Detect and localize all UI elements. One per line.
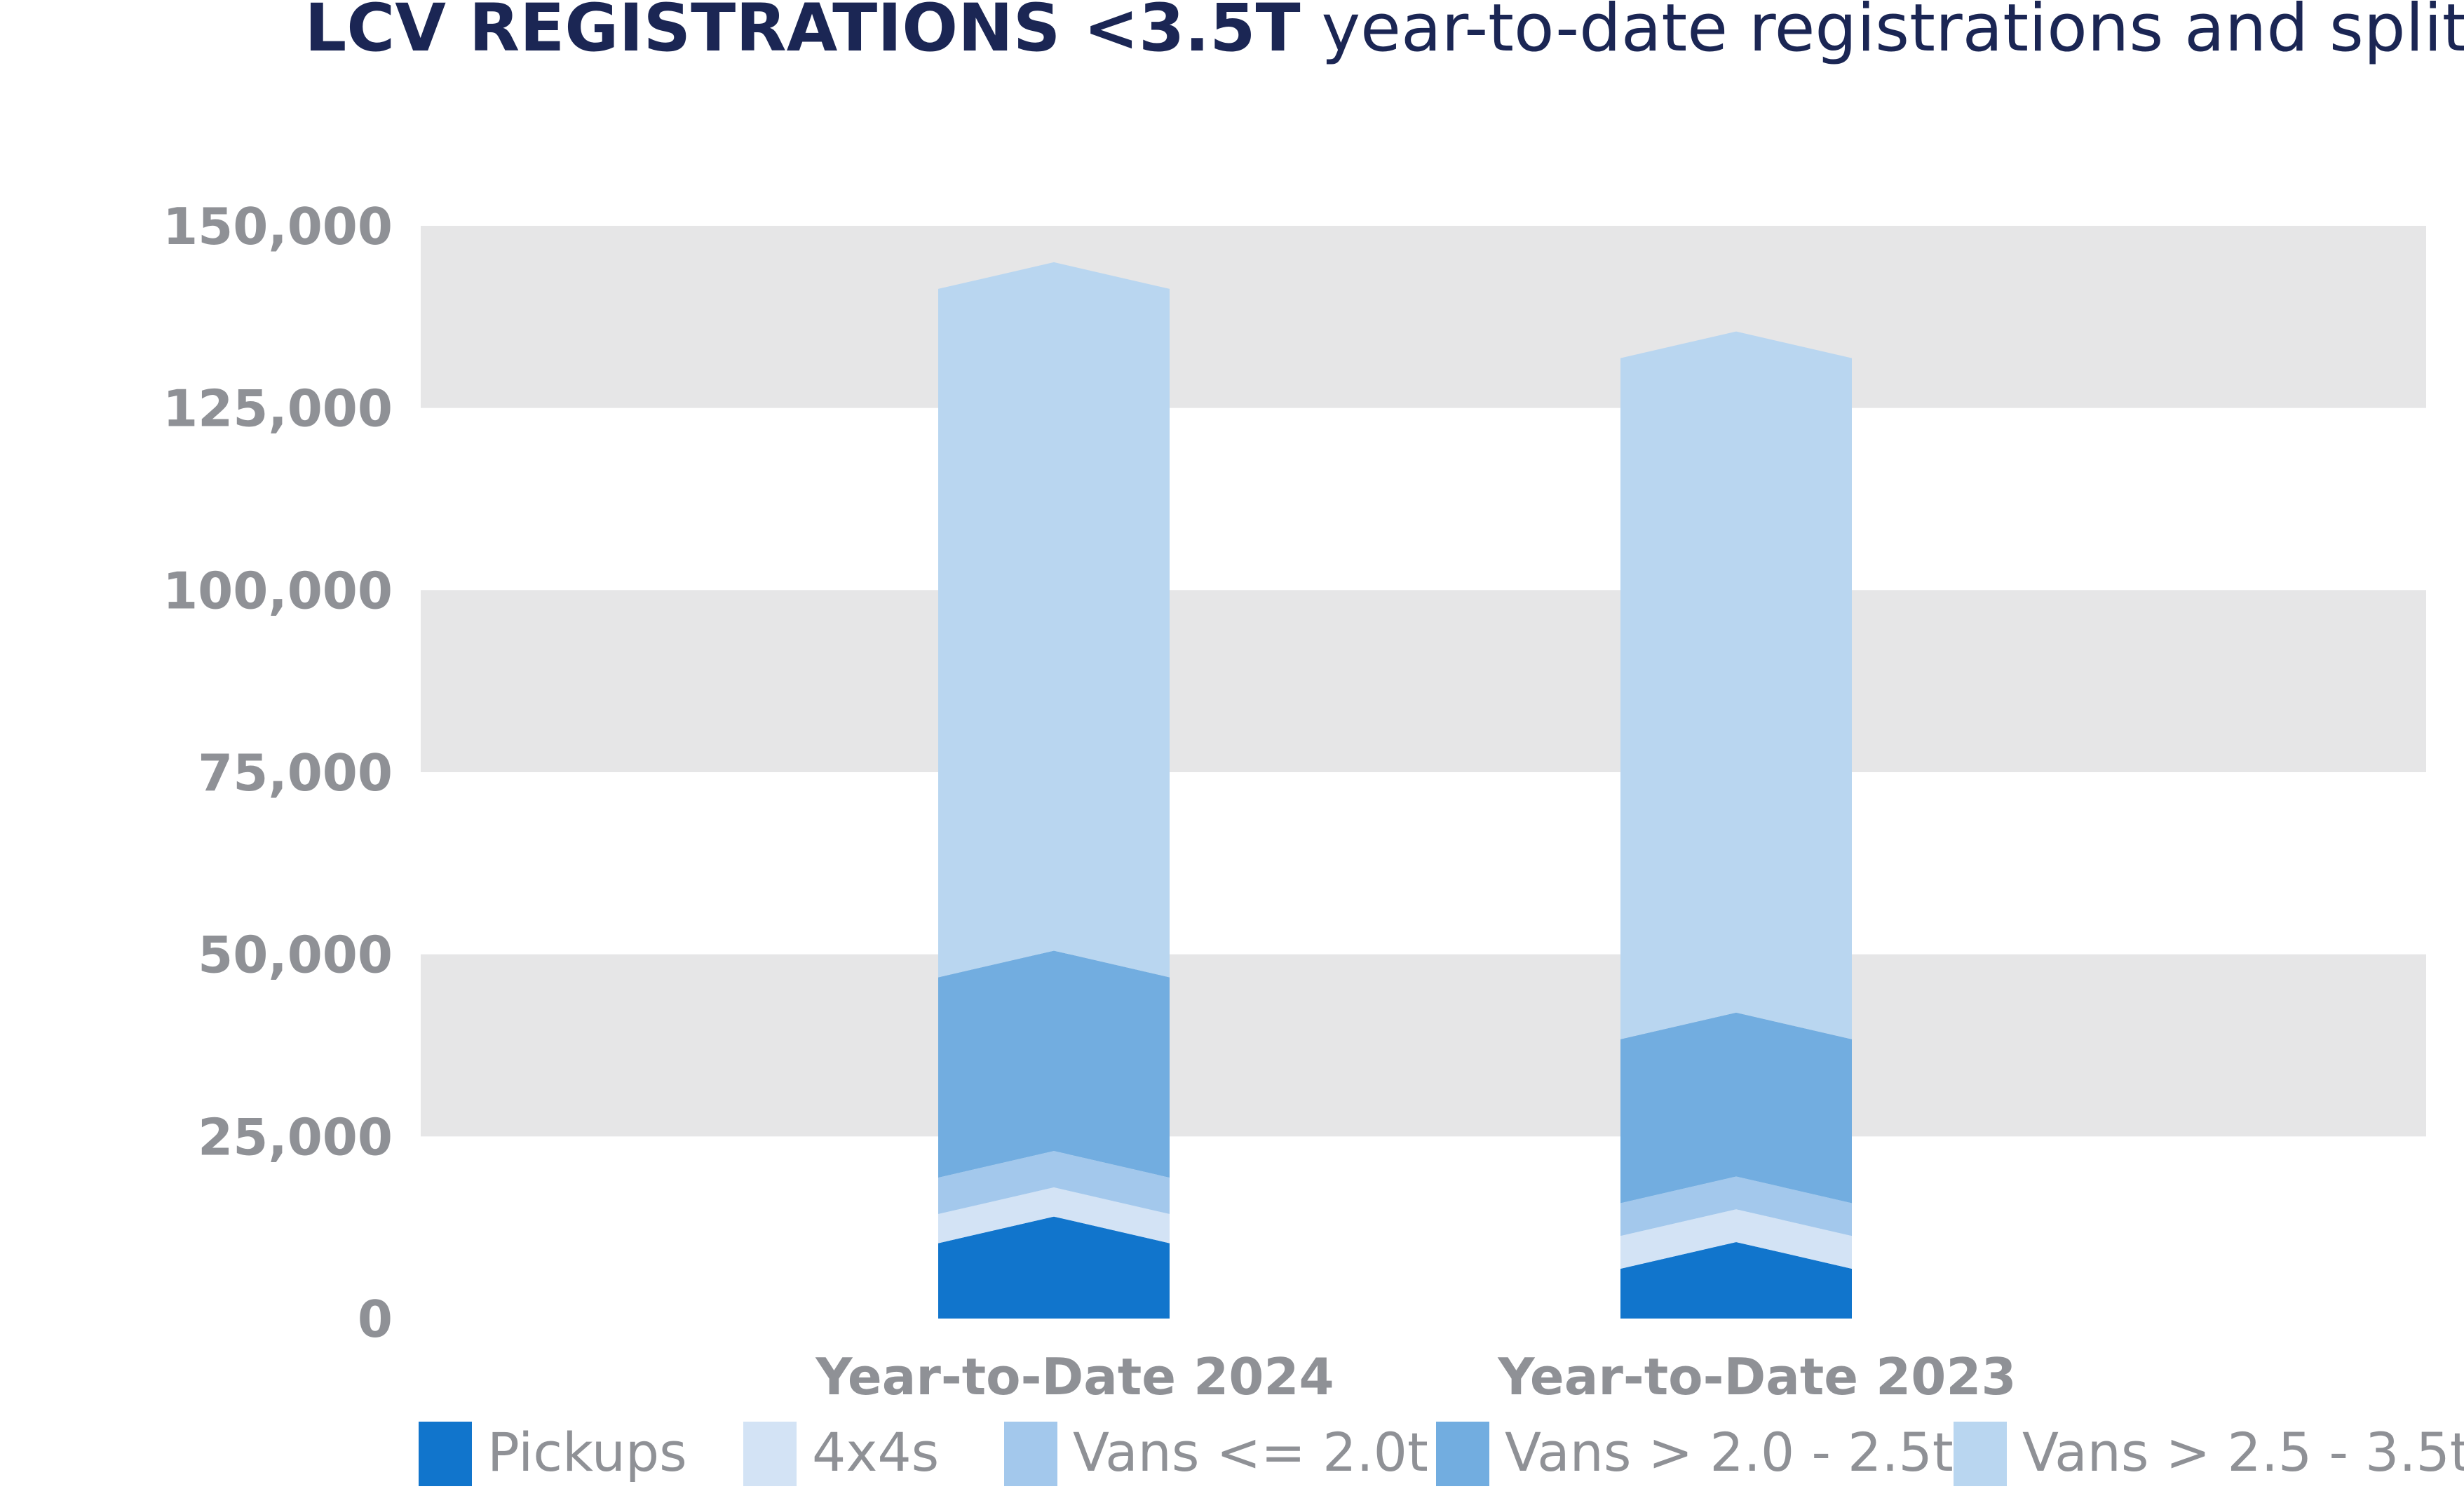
legend-swatch [1954,1422,2007,1486]
y-tick-label: 150,000 [163,197,393,256]
y-tick-label: 125,000 [163,379,393,438]
legend-swatch [1436,1422,1489,1486]
legend-label: Vans <= 2.0t [1073,1421,1428,1483]
legend-swatch [1004,1422,1057,1486]
bar-segment [938,262,1170,978]
y-tick-label: 50,000 [198,926,393,985]
legend-label: 4x4s [812,1421,939,1483]
grid-band [421,226,2426,408]
y-tick-label: 75,000 [198,743,393,802]
legend-label: Vans > 2.0 - 2.5t [1505,1421,1954,1483]
bar-segment [1620,331,1852,1039]
x-tick-label: Year-to-Date 2023 [1497,1347,2016,1406]
y-tick-label: 25,000 [198,1107,393,1166]
x-tick-label: Year-to-Date 2024 [815,1347,1334,1406]
x-axis: Year-to-Date 2024 Year-to-Date 2023 [815,1347,2016,1406]
chart-subtitle: year-to-date registrations and split [1322,0,2464,67]
chart-title-bold: LCV REGISTRATIONS <3.5T [304,0,1300,67]
legend-label: Pickups [487,1421,687,1483]
bar-segment [938,1187,1170,1243]
legend-label: Vans > 2.5 - 3.5t [2022,1421,2464,1483]
bar-segment [1620,1012,1852,1204]
bar-segment [938,1216,1170,1319]
y-tick-label: 0 [358,1290,393,1349]
bar-segment [1620,1209,1852,1269]
bar-segment [1620,1241,1852,1319]
bar-segment [1620,1176,1852,1236]
grid-bands [421,226,2426,1137]
bars [938,262,1852,1319]
chart-title: LCV REGISTRATIONS <3.5T year-to-date reg… [304,0,2464,67]
legend-swatch [419,1422,472,1486]
legend: Pickups 4x4s Vans <= 2.0t Vans > 2.0 - 2.5t… [419,1421,2464,1486]
legend-swatch [743,1422,797,1486]
grid-band [421,590,2426,772]
grid-band [421,954,2426,1137]
bar-segment [938,1151,1170,1215]
y-axis: 0 25,000 50,000 75,000 100,000 125,000 150,000 [163,197,393,1349]
bar-segment [938,950,1170,1178]
y-tick-label: 100,000 [163,561,393,620]
